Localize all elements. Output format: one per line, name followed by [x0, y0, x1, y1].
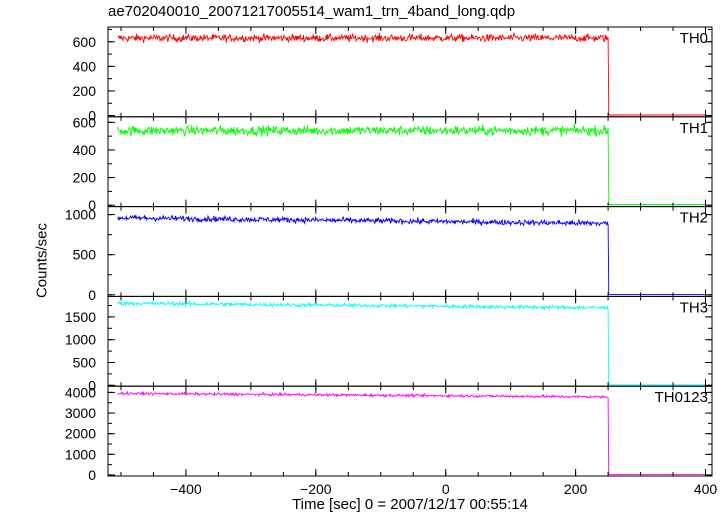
- x-tick-label: −200: [300, 481, 332, 497]
- series-line-th1: [117, 123, 706, 205]
- y-tick-label: 0: [88, 377, 96, 393]
- y-tick-label: 0: [88, 467, 96, 483]
- chart-title: ae702040010_20071217005514_wam1_trn_4ban…: [108, 3, 516, 20]
- y-tick-label: 200: [73, 83, 97, 99]
- y-tick-label: 1000: [65, 332, 96, 348]
- y-tick-label: 4000: [65, 384, 96, 400]
- panel-label-th0123: TH0123: [655, 389, 708, 406]
- x-tick-label: 200: [564, 481, 588, 497]
- series-line-th3: [117, 299, 706, 386]
- y-tick-label: 600: [73, 114, 97, 130]
- x-tick-label: −400: [170, 481, 202, 497]
- y-tick-label: 600: [73, 34, 97, 50]
- y-tick-label: 0: [88, 197, 96, 213]
- panel-label-th2: TH2: [680, 210, 708, 227]
- panel-label-th1: TH1: [680, 120, 708, 137]
- y-tick-label: 0: [88, 108, 96, 124]
- x-tick-label: 400: [694, 481, 718, 497]
- y-tick-label: 500: [73, 247, 97, 263]
- y-tick-label: 400: [73, 142, 97, 158]
- y-tick-label: 1000: [65, 207, 96, 223]
- x-tick-label: 0: [442, 481, 450, 497]
- panel-frame-th0123: [107, 385, 713, 477]
- y-tick-label: 1000: [65, 446, 96, 462]
- panel-frame-th3: [107, 295, 713, 387]
- y-tick-label: 400: [73, 58, 97, 74]
- y-tick-label: 1500: [65, 309, 96, 325]
- series-line-th2: [117, 214, 706, 295]
- y-tick-label: 2000: [65, 426, 96, 442]
- series-line-th0: [117, 31, 706, 116]
- x-axis-label: Time [sec] 0 = 2007/12/17 00:55:14: [292, 496, 528, 513]
- y-tick-label: 0: [88, 287, 96, 303]
- y-tick-label: 200: [73, 170, 97, 186]
- y-axis-label: Counts/sec: [33, 222, 51, 299]
- panel-label-th0: TH0: [680, 30, 708, 47]
- y-tick-label: 3000: [65, 405, 96, 421]
- series-line-th0123: [117, 390, 706, 476]
- panel-label-th3: TH3: [680, 299, 708, 316]
- y-tick-label: 500: [73, 354, 97, 370]
